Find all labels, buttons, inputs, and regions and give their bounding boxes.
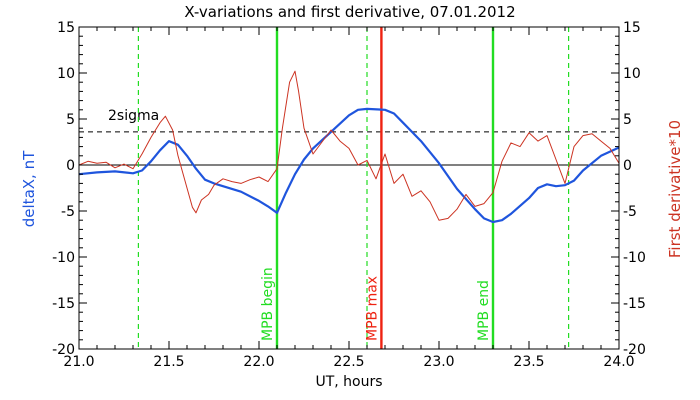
x-tick-label-5: 23.5 — [513, 354, 544, 370]
plot-area: MPB begin MPB max MPB end 21.0 21.5 22.0 22.5 2… — [52, 20, 646, 370]
x-tick-label-1: 21.5 — [153, 354, 184, 370]
chart-title: X-variations and first derivative, 07.01… — [184, 3, 515, 21]
y-tick-label-left-5: -10 — [52, 250, 75, 266]
y-tick-label-right-3: 0 — [623, 158, 632, 174]
y-tick-label-right-4: -5 — [623, 204, 637, 220]
series-line-deltaX — [78, 107, 620, 224]
y-tick-label-right-5: -10 — [623, 250, 646, 266]
x-axis-label: UT, hours — [315, 374, 382, 390]
y-tick-label-right-6: -15 — [623, 296, 646, 312]
y-tick-label-left-2: 5 — [66, 112, 75, 128]
y-tick-label-right-7: -20 — [623, 342, 646, 358]
y-tick-label-left-0: 15 — [57, 20, 75, 36]
x-tick-label-6: 24.0 — [603, 354, 634, 370]
y-tick-label-right-2: 5 — [623, 112, 632, 128]
y-tick-label-left-7: -20 — [52, 342, 75, 358]
y-tick-label-left-6: -15 — [52, 296, 75, 312]
right-axis-label: First derivative*10 — [666, 120, 684, 258]
y-tick-label-right-0: 15 — [623, 20, 641, 36]
y-tick-label-left-4: -5 — [61, 204, 75, 220]
series-line-derivative — [78, 70, 620, 221]
x-tick-label-2: 22.0 — [243, 354, 274, 370]
sigma-label: 2sigma — [108, 108, 159, 124]
vertical-line-label-4: MPB end — [476, 280, 492, 341]
vertical-line-label-3: MPB max — [364, 276, 380, 341]
y-tick-label-right-1: 10 — [623, 66, 641, 82]
x-tick-label-4: 23.0 — [423, 354, 454, 370]
x-tick-label-3: 22.5 — [333, 354, 364, 370]
y-tick-label-left-1: 10 — [57, 66, 75, 82]
left-axis-label: deltaX, nT — [20, 150, 38, 227]
x-tick-label-0: 21.0 — [63, 354, 94, 370]
vertical-line-label-1: MPB begin — [260, 267, 276, 341]
y-tick-label-left-3: 0 — [66, 158, 75, 174]
